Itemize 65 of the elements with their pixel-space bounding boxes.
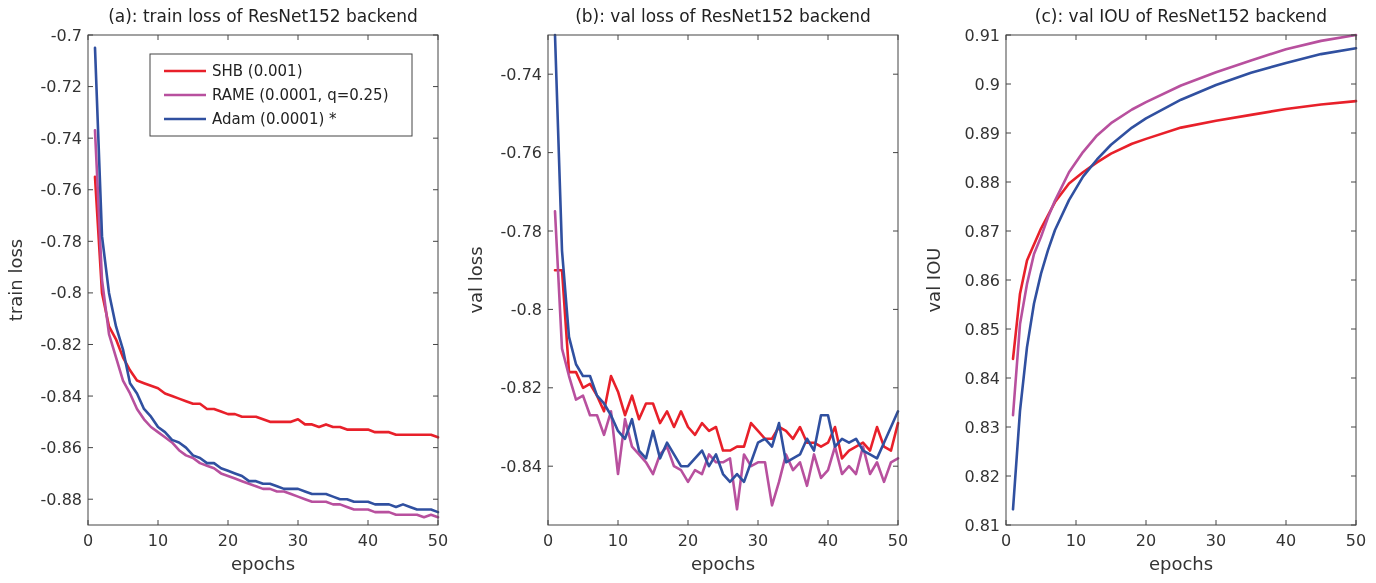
y-tick-label: 0.91 — [964, 25, 1000, 45]
y-axis-title: train loss — [5, 238, 26, 322]
line-series — [1011, 46, 1358, 511]
y-tick-label: -0.86 — [40, 438, 82, 458]
x-tick-label: 30 — [1205, 531, 1227, 550]
y-tick-label: 0.83 — [964, 417, 1000, 437]
legend-label: RAME (0.0001, q=0.25) — [212, 86, 389, 105]
y-tick-label: -0.8 — [50, 283, 82, 303]
x-tick-label: 50 — [427, 531, 449, 550]
x-tick-label: 50 — [887, 531, 909, 550]
x-tick-label: 10 — [1065, 531, 1087, 550]
x-tick-label: 40 — [1275, 531, 1297, 550]
y-tick-label: 0.86 — [964, 270, 1000, 290]
x-tick-label: 40 — [357, 531, 379, 550]
x-tick-label: 20 — [1135, 531, 1157, 550]
legend-label: SHB (0.001) — [212, 62, 303, 81]
x-tick-label: 40 — [817, 531, 839, 550]
line-series — [553, 33, 900, 484]
y-tick-label: -0.72 — [40, 77, 82, 97]
x-tick-label: 30 — [287, 531, 309, 550]
y-tick-label: -0.76 — [40, 180, 82, 200]
y-tick-label: 0.87 — [964, 221, 1000, 241]
line-series — [1011, 33, 1358, 417]
y-tick-label: 0.84 — [964, 368, 1000, 388]
y-tick-label: -0.88 — [40, 489, 82, 509]
line-series — [1011, 99, 1358, 361]
y-tick-label: -0.84 — [40, 386, 82, 406]
y-tick-label: -0.82 — [40, 335, 82, 355]
legend-label: Adam (0.0001) * — [212, 110, 338, 129]
x-tick-label: 20 — [217, 531, 239, 550]
x-tick-label: 0 — [82, 531, 94, 550]
y-tick-label: 0.81 — [964, 515, 1000, 535]
y-tick-label: 0.82 — [964, 466, 1000, 486]
line-series — [93, 129, 440, 519]
x-tick-label: 0 — [542, 531, 554, 550]
y-tick-label: -0.8 — [510, 300, 542, 319]
y-tick-label: -0.78 — [40, 231, 82, 251]
chart-title: (b): val loss of ResNet152 backend — [575, 6, 871, 26]
x-tick-label: 30 — [747, 531, 769, 550]
y-tick-label: -0.7 — [50, 25, 82, 45]
y-axis-title: val IOU — [923, 247, 944, 313]
chart-title: (c): val IOU of ResNet152 backend — [1034, 6, 1328, 26]
x-tick-label: 20 — [677, 531, 699, 550]
x-axis-title: epochs — [690, 553, 756, 574]
y-tick-label: 0.85 — [964, 319, 1000, 339]
x-tick-label: 50 — [1345, 531, 1367, 550]
chart-title: (a): train loss of ResNet152 backend — [108, 6, 418, 26]
line-series — [553, 268, 900, 460]
line-series — [553, 210, 900, 511]
y-tick-label: -0.76 — [500, 143, 542, 163]
x-tick-label: 0 — [1000, 531, 1012, 550]
x-axis-title: epochs — [230, 553, 296, 574]
y-tick-label: -0.74 — [500, 64, 542, 84]
line-series — [93, 46, 440, 514]
y-tick-label: -0.84 — [500, 456, 542, 476]
y-tick-label: 0.89 — [964, 123, 1000, 143]
y-tick-label: -0.78 — [500, 221, 542, 241]
y-axis-title: val loss — [465, 246, 486, 314]
y-tick-label: -0.82 — [500, 378, 542, 398]
y-tick-label: -0.74 — [40, 128, 82, 148]
x-tick-label: 10 — [147, 531, 169, 550]
y-tick-label: 0.88 — [964, 172, 1000, 192]
y-tick-label: 0.9 — [974, 74, 1000, 94]
x-axis-title: epochs — [1148, 553, 1214, 574]
x-tick-label: 10 — [607, 531, 629, 550]
